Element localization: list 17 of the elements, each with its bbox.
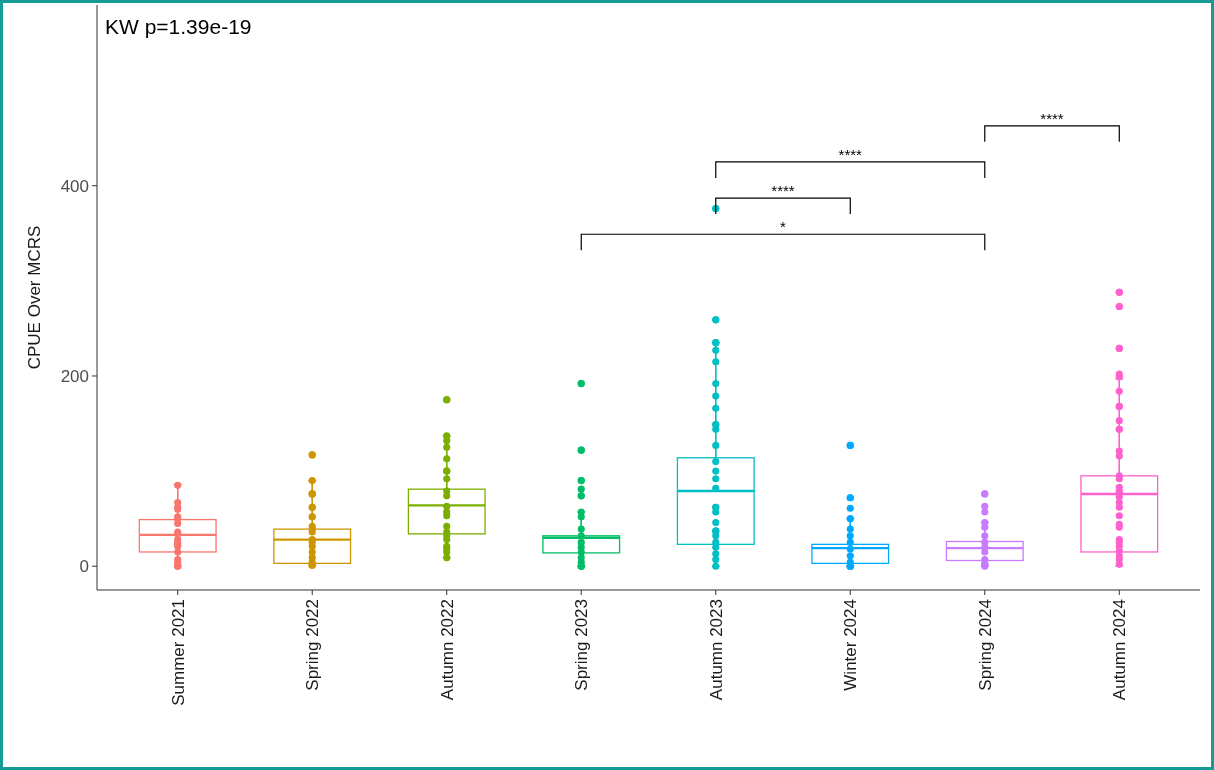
y-tick-label: 0 (79, 557, 89, 577)
annotation: **** (1040, 109, 1064, 127)
annotation: KW p=1.39e-19 (105, 15, 252, 38)
y-tick-label: 200 (60, 366, 89, 386)
x-tick-label: Spring 2024 (975, 599, 995, 691)
x-tick-label: Spring 2022 (303, 599, 323, 691)
annotation: **** (838, 145, 863, 163)
x-tick-label: Autumn 2022 (437, 599, 457, 701)
x-tick-label: Winter 2024 (841, 599, 861, 691)
x-tick-label: Summer 2021 (168, 599, 188, 706)
y-tick-label: 400 (60, 176, 89, 196)
x-tick-label: Autumn 2023 (706, 599, 726, 701)
x-tick-label: Spring 2023 (572, 599, 592, 691)
x-tick-label: Autumn 2024 (1110, 599, 1130, 701)
y-axis-title: CPUE Over MCRS (25, 225, 44, 370)
annotation: **** (771, 182, 795, 200)
annotation: * (780, 218, 787, 236)
